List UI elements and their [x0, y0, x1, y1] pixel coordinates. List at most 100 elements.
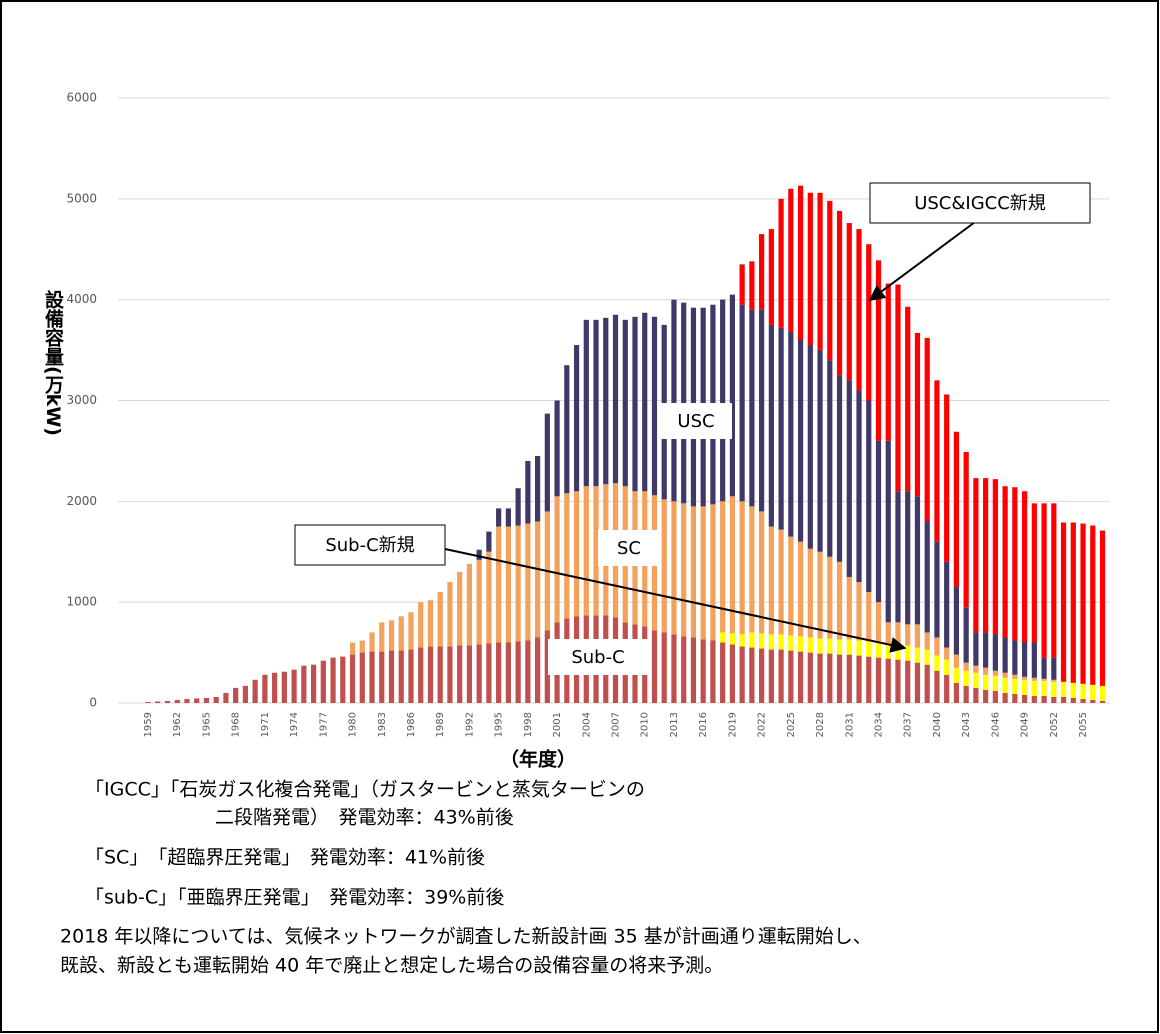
bar-segment: [1070, 682, 1076, 698]
bar-segment: [593, 486, 599, 616]
x-tick-label: 2019: [727, 712, 738, 737]
bar-segment: [720, 299, 726, 502]
bar-segment: [729, 644, 735, 703]
x-tick-label: 2007: [611, 712, 622, 737]
bar-segment: [749, 506, 755, 633]
bar-segment: [983, 667, 989, 675]
bar-segment: [924, 521, 930, 633]
bar-segment: [252, 679, 258, 703]
bar-segment: [1099, 685, 1106, 701]
bar-segment: [515, 525, 521, 642]
bar-segment: [671, 501, 677, 635]
bar-segment: [992, 690, 998, 703]
bar-segment: [242, 685, 248, 703]
bar-segment: [914, 332, 921, 497]
bar-segment: [895, 622, 901, 645]
bar-segment: [1099, 700, 1106, 703]
bar-segment: [486, 643, 492, 703]
bar-segment: [836, 654, 843, 703]
bar-segment: [768, 634, 774, 650]
x-tick-label: 1977: [318, 712, 329, 737]
bar-segment: [768, 229, 774, 325]
bar-segment: [155, 701, 161, 703]
label-box: [598, 530, 660, 566]
x-tick-label: 2055: [1078, 712, 1089, 737]
bar-segment: [1041, 695, 1047, 703]
bar-segment: [759, 234, 765, 310]
bar-segment: [1031, 503, 1037, 643]
y-tick-label: 1000: [66, 595, 97, 609]
bar-segment: [1099, 530, 1106, 686]
bar-segment: [807, 652, 813, 703]
y-tick-label: 5000: [66, 191, 97, 205]
bar-segment: [807, 345, 813, 549]
bar-segment: [885, 643, 891, 659]
bar-segment: [778, 529, 784, 635]
bar-segment: [388, 650, 395, 703]
bar-segment: [768, 324, 774, 527]
bar-segment: [671, 634, 677, 703]
bar-segment: [535, 455, 541, 522]
bar-segment: [1022, 694, 1028, 703]
x-tick-label: 2010: [640, 712, 651, 737]
bar-segment: [856, 390, 862, 582]
bar-segment: [496, 508, 502, 527]
bar-segment: [768, 526, 774, 635]
bar-segment: [749, 309, 755, 507]
bar-segment: [875, 440, 882, 603]
bar-segment: [797, 541, 804, 637]
label-box: [294, 524, 446, 566]
bar-segment: [963, 662, 969, 671]
bar-segment: [778, 634, 784, 650]
bar-segment: [573, 491, 580, 617]
bar-segment: [739, 634, 745, 647]
bar-segment: [788, 188, 794, 332]
bar-segment: [788, 650, 794, 703]
x-tick-label: 2001: [552, 712, 563, 737]
bar-segment: [759, 511, 765, 634]
bar-segment: [963, 685, 969, 703]
bar-segment: [944, 647, 950, 660]
x-tick-label: 2052: [1049, 712, 1060, 737]
bar-segment: [651, 630, 658, 703]
bar-segment: [885, 283, 891, 441]
bar-segment: [817, 192, 823, 351]
bar-segment: [973, 665, 979, 673]
bar-segment: [924, 632, 930, 650]
x-tick-label: 1986: [406, 712, 417, 737]
bar-segment: [827, 653, 833, 703]
bar-segment: [807, 548, 813, 638]
bar-segment: [515, 488, 521, 526]
bar-segment: [905, 306, 911, 492]
bar-segment: [856, 229, 862, 391]
bar-segment: [310, 664, 317, 703]
bar-segment: [457, 645, 463, 703]
bar-segment: [934, 380, 940, 542]
note: 「IGCC」「石炭ガス化複合発電」（ガスタービンと蒸気タービンの: [85, 779, 645, 801]
bar-segment: [1051, 679, 1057, 682]
bar-segment: [846, 639, 852, 655]
y-tick-label: 2000: [66, 494, 97, 508]
bar-segment: [827, 556, 833, 639]
bar-segment: [233, 687, 239, 703]
bar-segment: [924, 664, 930, 703]
bar-segment: [408, 612, 414, 650]
bar-segment: [953, 431, 960, 588]
bar-segment: [320, 660, 326, 703]
bar-segment: [612, 314, 619, 484]
bar-segment: [1051, 657, 1057, 680]
x-tick-label: 1965: [201, 712, 212, 737]
bar-segment: [953, 587, 960, 655]
bar-segment: [1002, 637, 1008, 673]
bar-segment: [963, 670, 969, 686]
bar-segment: [905, 645, 911, 661]
label-box: [660, 403, 732, 439]
bar-segment: [866, 641, 872, 657]
bar-segment: [846, 380, 852, 577]
bar-segment: [496, 642, 502, 703]
bar-segment: [544, 630, 550, 703]
bar-segment: [272, 672, 278, 703]
bar-segment: [953, 654, 960, 668]
bar-segment: [739, 646, 745, 703]
